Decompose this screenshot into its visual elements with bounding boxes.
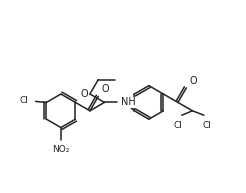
Text: O: O xyxy=(189,76,197,86)
Text: Cl: Cl xyxy=(202,121,211,130)
Text: NH: NH xyxy=(121,97,136,108)
Text: NO₂: NO₂ xyxy=(52,145,70,154)
Text: O: O xyxy=(101,84,109,94)
Text: Cl: Cl xyxy=(20,96,29,105)
Text: O: O xyxy=(80,89,88,99)
Text: Cl: Cl xyxy=(173,121,182,130)
